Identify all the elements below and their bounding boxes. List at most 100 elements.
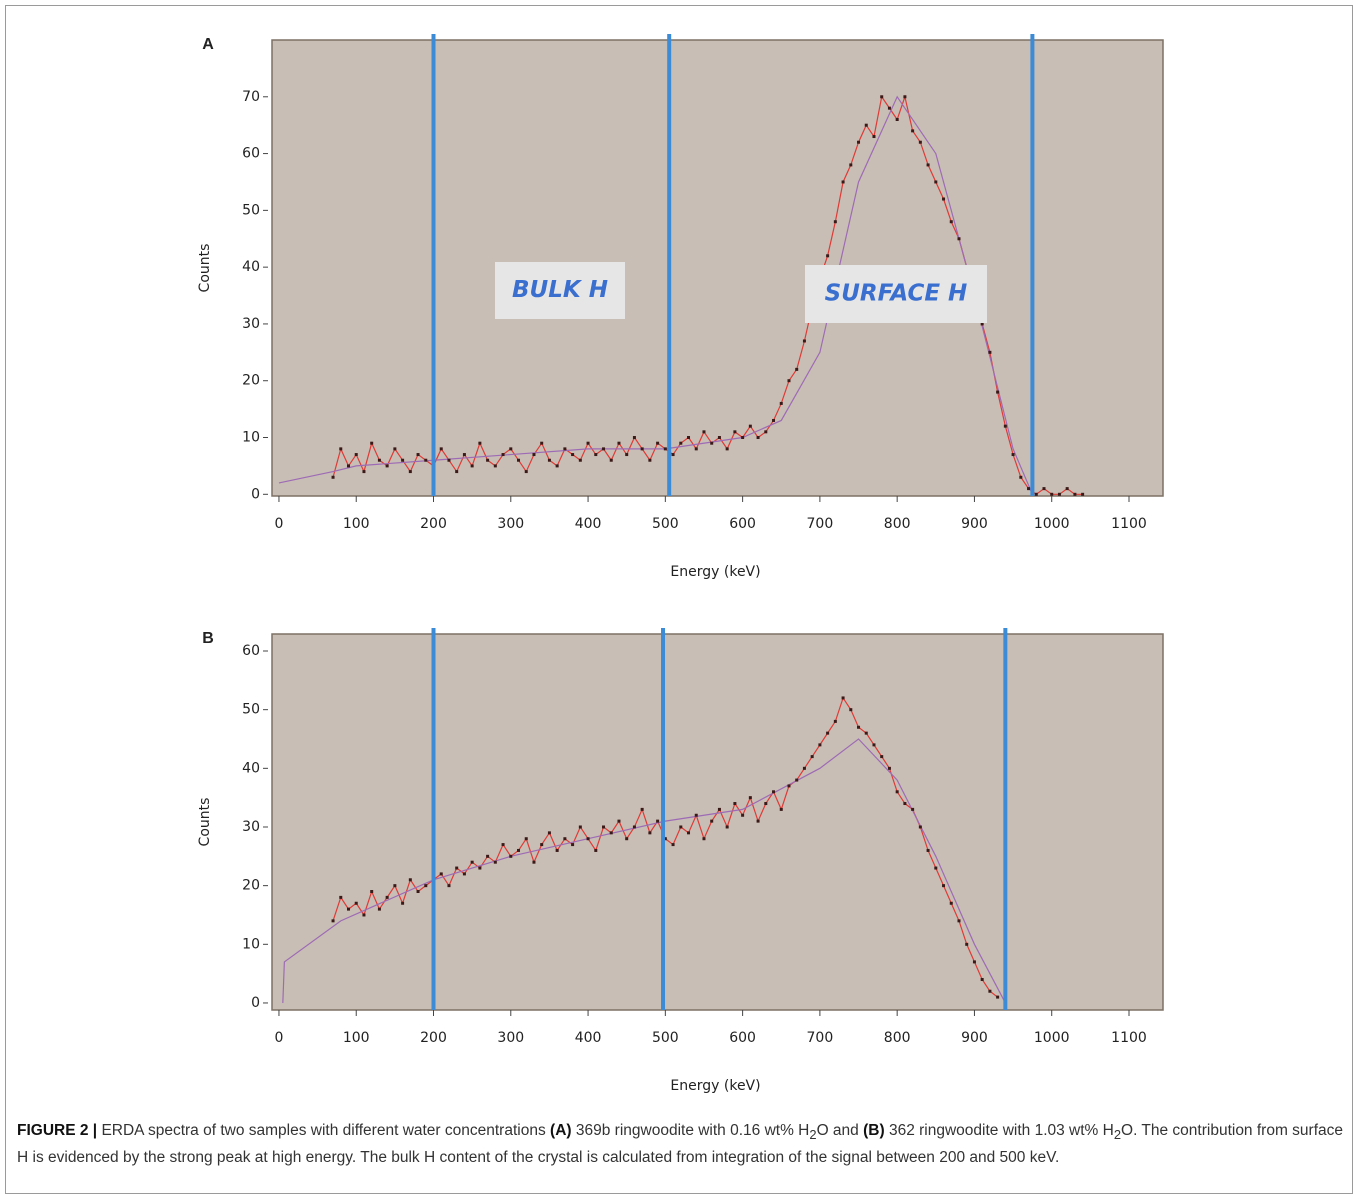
data-point	[934, 180, 938, 184]
data-point	[617, 441, 621, 445]
data-point	[911, 129, 915, 133]
data-point	[663, 447, 667, 451]
y-tick-label: 30	[242, 316, 260, 332]
data-point	[1003, 424, 1007, 428]
data-point	[694, 813, 698, 817]
x-tick-label: 1100	[1111, 1030, 1147, 1046]
data-point	[578, 825, 582, 829]
x-tick-label: 900	[961, 1030, 988, 1046]
y-tick-label: 0	[251, 486, 260, 502]
data-point	[625, 453, 629, 457]
data-point	[540, 843, 544, 847]
data-point	[609, 831, 613, 835]
data-point	[362, 913, 366, 917]
data-point	[671, 453, 675, 457]
data-point	[656, 441, 660, 445]
x-tick-label: 600	[729, 1030, 756, 1046]
data-point	[393, 447, 397, 451]
data-point	[563, 837, 567, 841]
data-point	[926, 163, 930, 167]
data-point	[802, 339, 806, 343]
caption-text: O. The contribution from surface H is ev…	[17, 1122, 1343, 1167]
data-point	[942, 884, 946, 888]
y-tick-label: 60	[242, 146, 260, 162]
data-point	[540, 441, 544, 445]
data-point	[1019, 475, 1023, 479]
data-point	[833, 719, 837, 723]
data-point	[416, 453, 420, 457]
x-tick-label: 0	[274, 1030, 283, 1046]
data-point	[362, 470, 366, 474]
data-point	[1057, 492, 1061, 496]
data-point	[408, 470, 412, 474]
data-point	[486, 458, 490, 462]
y-tick-label: 0	[251, 995, 260, 1011]
data-point	[478, 866, 482, 870]
data-point	[493, 464, 497, 468]
x-tick-label: 200	[420, 1030, 447, 1046]
x-tick-label: 700	[807, 516, 834, 532]
y-tick-label: 20	[242, 373, 260, 389]
data-point	[447, 458, 451, 462]
y-tick-label: 10	[242, 430, 260, 446]
data-point	[725, 825, 729, 829]
data-point	[795, 367, 799, 371]
data-point	[764, 802, 768, 806]
panel-label: B	[202, 630, 214, 647]
data-point	[555, 848, 559, 852]
data-point	[826, 254, 830, 258]
data-point	[934, 866, 938, 870]
data-point	[694, 447, 698, 451]
data-point	[887, 766, 891, 770]
data-point	[957, 919, 961, 923]
annotation-box	[805, 265, 987, 323]
data-point	[385, 464, 389, 468]
y-tick-label: 40	[242, 760, 260, 776]
data-point	[717, 807, 721, 811]
data-point	[354, 901, 358, 905]
data-point	[880, 95, 884, 99]
data-point	[501, 843, 505, 847]
data-point	[1011, 453, 1015, 457]
data-point	[787, 379, 791, 383]
y-axis-label: Counts	[197, 244, 213, 293]
x-tick-label: 500	[652, 1030, 679, 1046]
annotation: BULK H	[512, 277, 608, 303]
plot-area	[271, 633, 1164, 1011]
data-point	[617, 819, 621, 823]
data-point	[602, 447, 606, 451]
data-point	[586, 837, 590, 841]
data-point	[370, 441, 374, 445]
data-point	[702, 430, 706, 434]
data-point	[470, 860, 474, 864]
data-point	[555, 464, 559, 468]
caption-label: FIGURE 2 |	[17, 1122, 98, 1139]
data-point	[802, 766, 806, 770]
caption-text: 369b ringwoodite with 0.16 wt% H	[575, 1122, 810, 1139]
data-point	[710, 441, 714, 445]
data-point	[1034, 492, 1038, 496]
data-point	[779, 807, 783, 811]
data-point	[849, 708, 853, 712]
data-point	[517, 458, 521, 462]
data-point	[980, 322, 984, 326]
y-tick-label: 70	[242, 89, 260, 105]
data-point	[895, 790, 899, 794]
data-point	[640, 447, 644, 451]
caption-sub: 2	[809, 1127, 817, 1143]
data-point	[455, 866, 459, 870]
data-point	[733, 430, 737, 434]
data-point	[571, 453, 575, 457]
data-point	[671, 843, 675, 847]
data-point	[1027, 487, 1031, 491]
data-point	[632, 825, 636, 829]
data-point	[416, 890, 420, 894]
data-point	[532, 453, 536, 457]
data-point	[648, 458, 652, 462]
data-point	[385, 895, 389, 899]
data-point	[1050, 492, 1054, 496]
panel-label: A	[202, 36, 214, 53]
